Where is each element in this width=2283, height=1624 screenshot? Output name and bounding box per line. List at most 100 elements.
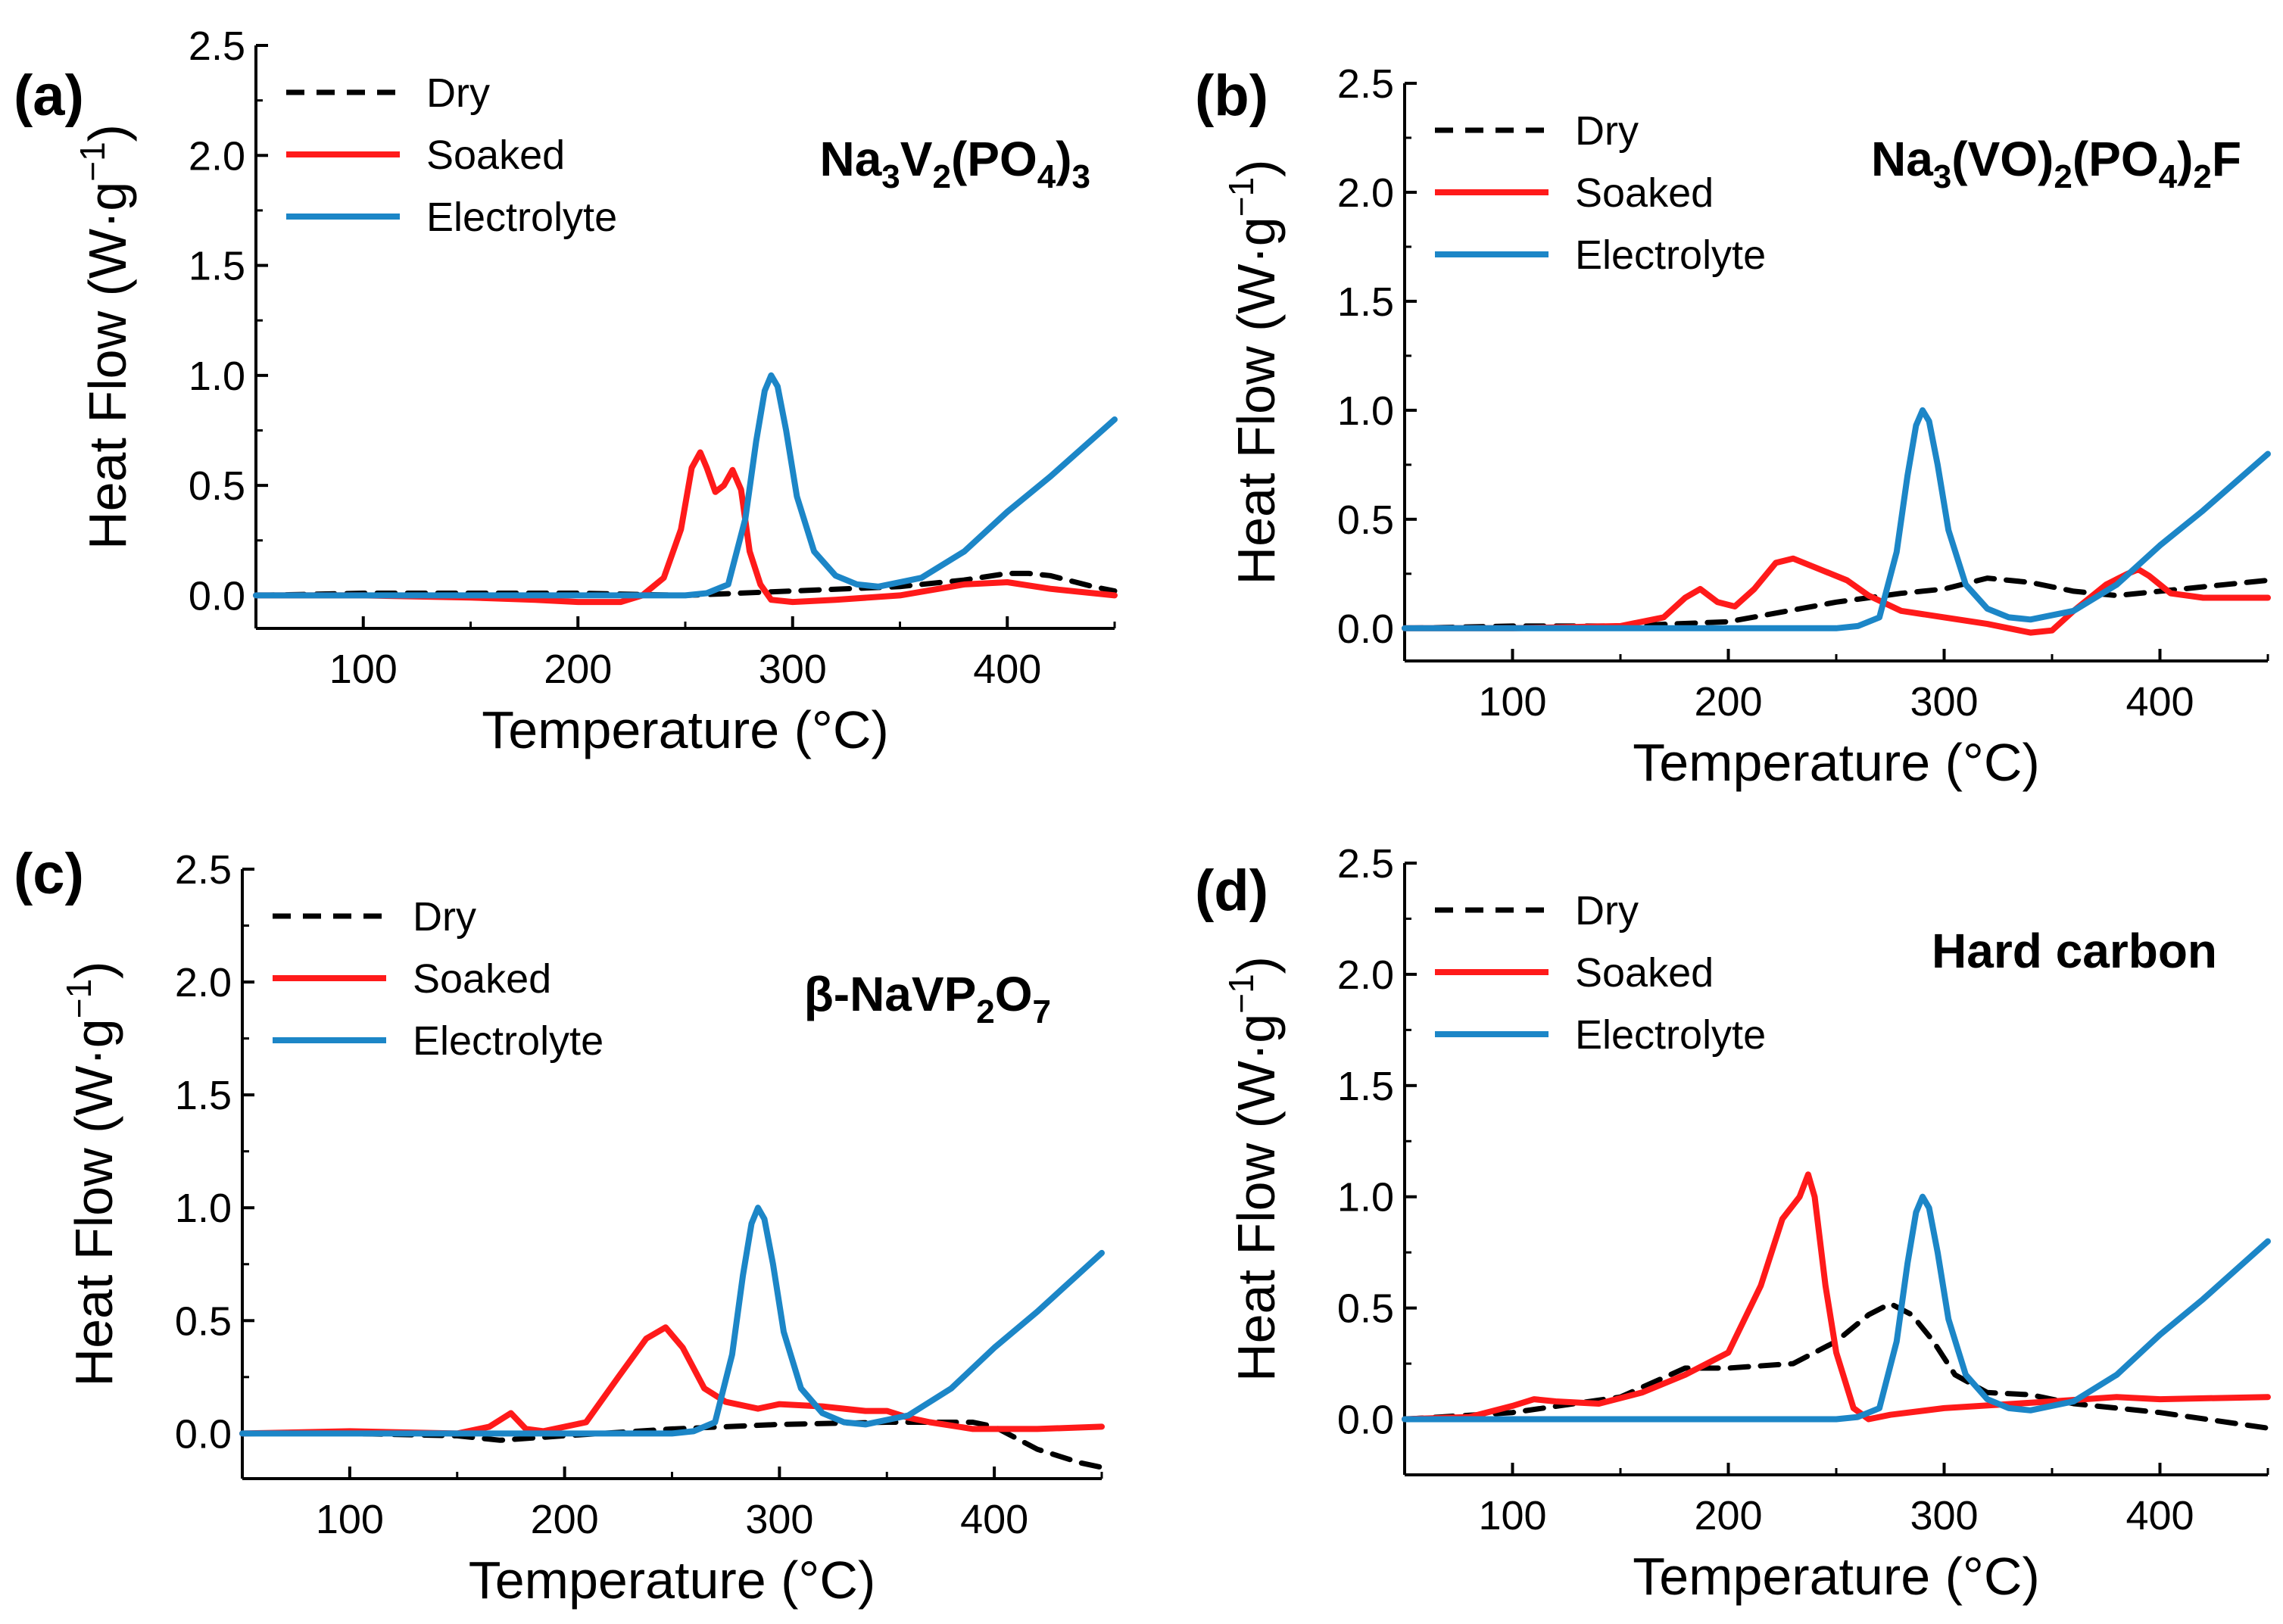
y-tick-label: 1.5 bbox=[175, 1073, 232, 1118]
chart-title-text: (PO bbox=[951, 132, 1037, 186]
legend-label-dry: Dry bbox=[426, 70, 490, 116]
y-tick-label: 0.5 bbox=[189, 463, 245, 509]
x-tick-label: 300 bbox=[1910, 1493, 1978, 1538]
y-axis-label-main: Heat Flow (W·g bbox=[78, 182, 137, 550]
y-tick-label: 0.0 bbox=[175, 1411, 232, 1457]
x-tick-label: 400 bbox=[960, 1497, 1028, 1542]
y-tick-label: 1.0 bbox=[1337, 1175, 1394, 1220]
x-tick-label: 200 bbox=[1694, 1493, 1762, 1538]
y-axis-label-unit-exponent: −1 bbox=[59, 979, 98, 1018]
y-tick-label: 1.5 bbox=[1337, 279, 1394, 325]
series-line-soaked bbox=[253, 449, 1118, 606]
y-axis-label-end: ) bbox=[1227, 160, 1286, 177]
legend-label-electrolyte: Electrolyte bbox=[413, 1018, 603, 1064]
y-tick-label: 2.5 bbox=[1337, 841, 1394, 887]
series-line-soaked bbox=[239, 1324, 1105, 1437]
chart-b: 100 200 300 400 0.0 0.5 1.0 1.5 2.0 2.5 Temperatur… bbox=[1195, 61, 2271, 792]
y-axis-label-main: Heat Flow (W·g bbox=[64, 1018, 123, 1386]
y-axis-label-main: Heat Flow (W·g bbox=[1227, 1014, 1286, 1382]
chart-title-text: Hard carbon bbox=[1932, 924, 2217, 978]
x-tick-label: 200 bbox=[531, 1497, 599, 1542]
y-axis-label: Heat Flow (W·g−1) bbox=[73, 124, 137, 550]
x-tick-label: 200 bbox=[1694, 679, 1762, 725]
chart-d: 100 200 300 400 0.0 0.5 1.0 1.5 2.0 2.5 Temperatur… bbox=[1195, 841, 2271, 1606]
y-axis-label-main: Heat Flow (W·g bbox=[1227, 217, 1286, 584]
x-tick-label: 300 bbox=[759, 647, 827, 692]
chart-c: 100 200 300 400 0.0 0.5 1.0 1.5 2.0 2.5 Temperatur… bbox=[14, 842, 1105, 1610]
y-tick-label: 0.5 bbox=[175, 1298, 232, 1344]
x-axis-label: Temperature (°C) bbox=[469, 1551, 876, 1610]
y-tick-label: 1.0 bbox=[175, 1186, 232, 1231]
series-line-electrolyte bbox=[1402, 1193, 2271, 1423]
chart-title-text: O bbox=[995, 967, 1033, 1021]
chart-title-subscript: 4 bbox=[1037, 158, 1056, 195]
y-axis-label: Heat Flow (W·g−1) bbox=[59, 962, 123, 1387]
chart-title-subscript: 3 bbox=[881, 158, 900, 195]
chart-title-subscript: 2 bbox=[976, 993, 994, 1030]
chart-title-subscript: 2 bbox=[2193, 158, 2211, 195]
chart-title: Hard carbon bbox=[1932, 924, 2217, 978]
panel-label: (c) bbox=[14, 842, 84, 906]
y-tick-label: 2.5 bbox=[1337, 61, 1394, 107]
x-tick-label: 400 bbox=[2125, 679, 2194, 725]
y-tick-label: 2.5 bbox=[189, 23, 245, 69]
y-axis-label: Heat Flow (W·g−1) bbox=[1221, 160, 1286, 585]
chart-title-text: ) bbox=[2177, 132, 2193, 186]
y-axis-label-unit-exponent: −1 bbox=[73, 142, 112, 181]
y-tick-label: 2.0 bbox=[189, 133, 245, 179]
y-axis-label: Heat Flow (W·g−1) bbox=[1221, 956, 1286, 1382]
x-tick-label: 200 bbox=[544, 647, 612, 692]
chart-title-subscript: 4 bbox=[2159, 158, 2178, 195]
y-tick-label: 0.5 bbox=[1337, 1286, 1394, 1332]
y-axis-label-end: ) bbox=[64, 962, 123, 979]
legend-label-dry: Dry bbox=[413, 894, 476, 940]
chart-title-subscript: 3 bbox=[1072, 158, 1090, 195]
panel-label: (b) bbox=[1195, 64, 1268, 128]
x-tick-label: 400 bbox=[2125, 1493, 2194, 1538]
y-tick-label: 1.5 bbox=[189, 244, 245, 289]
legend-label-soaked: Soaked bbox=[413, 956, 551, 1002]
chart-title: Na3(VO)2(PO4)2F bbox=[1871, 132, 2241, 195]
y-tick-label: 2.0 bbox=[175, 960, 232, 1005]
chart-title-subscript: 2 bbox=[932, 158, 950, 195]
y-tick-label: 2.0 bbox=[1337, 952, 1394, 998]
chart-title-text: (VO) bbox=[1951, 132, 2054, 186]
x-axis-label: Temperature (°C) bbox=[1633, 1547, 2040, 1606]
legend-label-electrolyte: Electrolyte bbox=[1575, 1012, 1766, 1058]
series-line-electrolyte bbox=[1402, 407, 2271, 631]
x-tick-label: 100 bbox=[1478, 1493, 1546, 1538]
y-tick-label: 2.5 bbox=[175, 847, 232, 893]
x-axis-label: Temperature (°C) bbox=[1633, 733, 2040, 792]
chart-title: Na3V2(PO4)3 bbox=[819, 132, 1090, 195]
chart-title-subscript: 7 bbox=[1033, 993, 1051, 1030]
y-tick-label: 0.0 bbox=[189, 573, 245, 619]
series-line-electrolyte bbox=[253, 372, 1118, 599]
series-line-dry bbox=[1402, 575, 2271, 631]
y-axis-label-end: ) bbox=[1227, 956, 1286, 974]
legend-label-soaked: Soaked bbox=[426, 132, 565, 178]
series-line-soaked bbox=[1402, 1171, 2271, 1423]
chart-title-text: F bbox=[2212, 132, 2241, 186]
chart-title-text: β-NaVP bbox=[804, 967, 977, 1021]
y-axis-label-unit-exponent: −1 bbox=[1221, 177, 1261, 217]
chart-a: 100 200 300 400 0.0 0.5 1.0 1.5 2.0 2.5 Temperatur… bbox=[14, 23, 1118, 759]
legend-label-soaked: Soaked bbox=[1575, 170, 1714, 216]
x-tick-label: 100 bbox=[1478, 679, 1546, 725]
chart-title-text: ) bbox=[1056, 132, 1071, 186]
chart-title-text: Na bbox=[819, 132, 881, 186]
legend-label-soaked: Soaked bbox=[1575, 950, 1714, 996]
legend-label-electrolyte: Electrolyte bbox=[1575, 232, 1766, 278]
y-tick-label: 1.0 bbox=[1337, 388, 1394, 434]
x-tick-label: 400 bbox=[973, 647, 1041, 692]
series-line-dry bbox=[1402, 1301, 2271, 1431]
chart-title-subscript: 2 bbox=[2054, 158, 2072, 195]
y-tick-label: 2.0 bbox=[1337, 170, 1394, 216]
y-axis-label-unit-exponent: −1 bbox=[1221, 974, 1261, 1013]
chart-title-text: (PO bbox=[2072, 132, 2159, 186]
x-tick-label: 100 bbox=[329, 647, 398, 692]
y-axis-label-end: ) bbox=[78, 124, 137, 142]
x-tick-label: 300 bbox=[745, 1497, 813, 1542]
y-tick-label: 0.0 bbox=[1337, 1398, 1394, 1443]
y-tick-label: 1.5 bbox=[1337, 1064, 1394, 1109]
